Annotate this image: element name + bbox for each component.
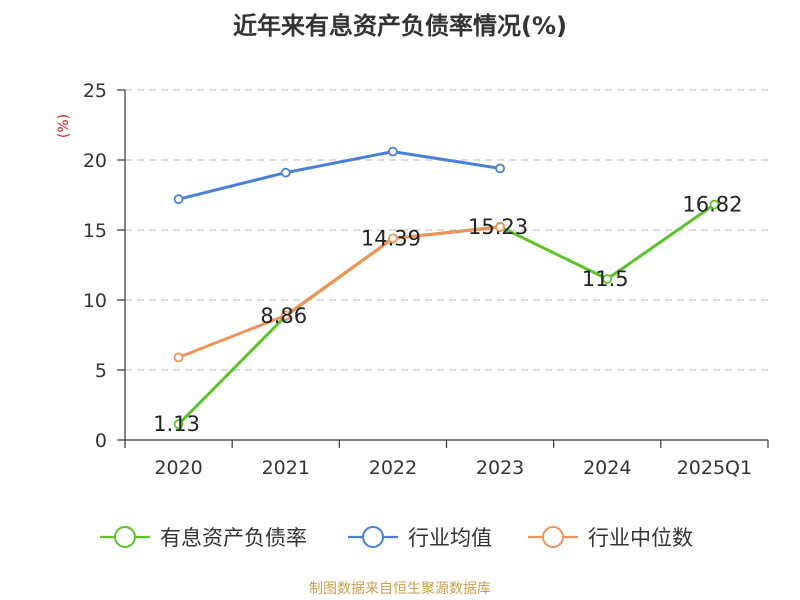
series-line bbox=[178, 225, 501, 359]
data-point bbox=[173, 194, 184, 205]
data-label: 16.82 bbox=[682, 193, 742, 217]
y-tick-label: 15 bbox=[83, 220, 107, 242]
y-tick-label: 0 bbox=[95, 430, 107, 452]
x-tick-label: 2024 bbox=[583, 457, 631, 479]
x-tick-label: 2022 bbox=[369, 457, 417, 479]
series-group bbox=[173, 146, 720, 430]
data-point bbox=[280, 310, 291, 321]
x-tick-label: 2020 bbox=[154, 457, 202, 479]
y-tick-label: 25 bbox=[83, 80, 107, 102]
y-tick-label: 5 bbox=[95, 360, 107, 382]
data-labels: 1.13 8.86 14.39 15.23 11.5 16.82 bbox=[153, 193, 742, 437]
data-point bbox=[602, 274, 613, 284]
series-line bbox=[178, 150, 501, 201]
legend-label: 行业中位数 bbox=[588, 526, 693, 550]
x-tick-label: 2025Q1 bbox=[677, 457, 752, 479]
data-point bbox=[495, 222, 505, 233]
chart-title: 近年来有息资产负债率情况(%) bbox=[233, 12, 567, 40]
legend-marker bbox=[114, 526, 136, 548]
source-note: 制图数据来自恒生聚源数据库 bbox=[309, 581, 491, 597]
data-label: 1.13 bbox=[153, 412, 200, 436]
legend-label: 行业均值 bbox=[408, 526, 492, 550]
x-tick-label: 2023 bbox=[476, 457, 524, 479]
data-label: 8.86 bbox=[260, 304, 307, 328]
y-tick-label: 20 bbox=[83, 150, 107, 172]
series-line bbox=[177, 203, 716, 426]
data-label: 14.39 bbox=[361, 227, 421, 251]
axes: 0 5 10 15 20 25 2020 2021 2022 2023 2024 2025Q1 bbox=[83, 80, 769, 479]
legend-label: 有息资产负债率 bbox=[160, 526, 307, 550]
data-point bbox=[280, 167, 291, 178]
legend: 有息资产负债率 行业均值 行业中位数 bbox=[100, 526, 693, 550]
data-label: 15.23 bbox=[468, 215, 528, 239]
gridlines bbox=[125, 89, 768, 371]
y-axis-label: (%) bbox=[56, 114, 72, 138]
data-point bbox=[388, 233, 398, 244]
data-label: 11.5 bbox=[582, 267, 629, 291]
data-point bbox=[495, 163, 505, 174]
y-tick-label: 10 bbox=[83, 290, 107, 312]
data-point bbox=[173, 352, 184, 363]
legend-marker bbox=[362, 526, 384, 548]
legend-marker bbox=[542, 526, 564, 548]
data-point bbox=[388, 146, 398, 157]
data-point bbox=[709, 199, 720, 210]
x-tick-label: 2021 bbox=[262, 457, 310, 479]
data-point bbox=[173, 419, 184, 430]
